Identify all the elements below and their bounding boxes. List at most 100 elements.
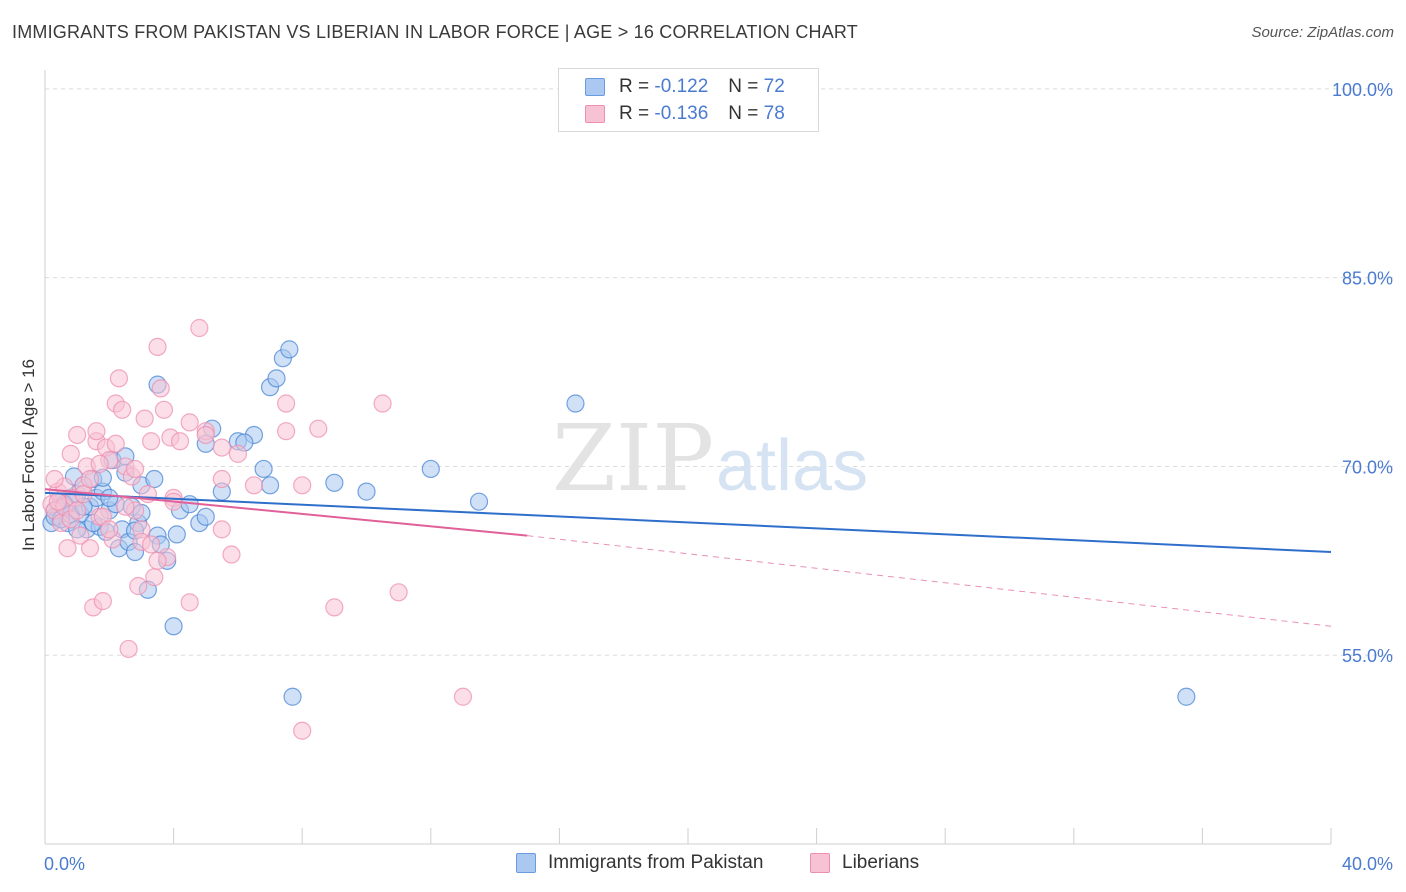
- trend-line: [44, 491, 1332, 554]
- data-point: [222, 545, 241, 564]
- data-point: [170, 432, 190, 451]
- series-legend: Immigrants from Pakistan Liberians: [0, 852, 1406, 878]
- data-point: [100, 488, 119, 508]
- legend-label-pakistan: Immigrants from Pakistan: [548, 852, 764, 873]
- gridlines: [45, 88, 1393, 656]
- data-point: [267, 369, 286, 388]
- data-point: [167, 525, 186, 544]
- data-point: [325, 473, 344, 492]
- data-point: [100, 520, 119, 539]
- data-point: [106, 434, 125, 453]
- data-point: [119, 639, 138, 659]
- data-point: [135, 409, 154, 428]
- data-point: [293, 721, 312, 740]
- data-point: [68, 501, 87, 520]
- correlation-legend: R = -0.122 N = 72 R = -0.136 N = 78: [558, 68, 819, 132]
- legend-label-liberians: Liberians: [842, 852, 920, 873]
- data-point: [421, 459, 440, 479]
- data-point: [196, 507, 215, 526]
- legend-n-value-pakistan: 72: [763, 76, 785, 97]
- data-point: [293, 476, 312, 495]
- data-point: [283, 687, 302, 706]
- data-point: [212, 438, 231, 457]
- data-point: [80, 539, 100, 558]
- legend-r-label: R =: [619, 103, 650, 124]
- data-point: [116, 497, 135, 516]
- legend-item-pakistan[interactable]: Immigrants from Pakistan: [516, 852, 763, 874]
- data-point: [68, 425, 87, 445]
- data-point: [180, 413, 199, 432]
- data-point: [141, 535, 161, 554]
- data-points: [42, 318, 1196, 740]
- data-point: [80, 469, 100, 489]
- legend-item-liberians[interactable]: Liberians: [810, 852, 919, 874]
- y-tick-label: 70.0%: [1342, 457, 1393, 477]
- data-point: [61, 444, 80, 463]
- trend-line-extension: [527, 535, 1332, 627]
- data-point: [280, 340, 299, 359]
- data-point: [254, 459, 273, 479]
- data-point: [389, 583, 408, 602]
- source-label: Source: ZipAtlas.com: [1251, 24, 1394, 41]
- legend-swatch-pakistan: [585, 78, 605, 96]
- y-tick-labels: 55.0% 70.0% 85.0% 100.0%: [1332, 80, 1393, 666]
- data-point: [277, 422, 296, 441]
- data-point: [212, 469, 231, 489]
- y-axis-title: In Labor Force | Age > 16: [19, 359, 38, 551]
- data-point: [196, 425, 215, 445]
- data-point: [1177, 687, 1196, 706]
- data-point: [190, 318, 209, 338]
- legend-r-value-liberians: -0.136: [654, 103, 709, 124]
- legend-swatch-liberians: [810, 853, 830, 873]
- legend-swatch-liberians: [585, 105, 605, 123]
- data-point: [148, 551, 167, 570]
- data-point: [145, 469, 164, 489]
- legend-n-label: N =: [728, 103, 759, 124]
- y-tick-label: 55.0%: [1342, 646, 1393, 666]
- axes: [44, 70, 1332, 845]
- trend-lines: [44, 488, 1332, 627]
- watermark-atlas: atlas: [716, 426, 868, 506]
- data-point: [260, 476, 280, 495]
- data-point: [109, 369, 129, 388]
- data-point: [141, 432, 161, 451]
- data-point: [71, 526, 90, 545]
- data-point: [113, 400, 132, 419]
- data-point: [154, 400, 174, 419]
- chart-title: IMMIGRANTS FROM PAKISTAN VS LIBERIAN IN …: [12, 22, 858, 42]
- data-point: [45, 469, 64, 489]
- data-point: [244, 476, 264, 495]
- legend-row-pakistan: R = -0.122 N = 72: [585, 75, 785, 99]
- data-point: [90, 454, 109, 474]
- legend-r-value-pakistan: -0.122: [654, 76, 709, 97]
- data-point: [277, 394, 296, 413]
- data-point: [164, 617, 183, 636]
- watermark-zip: ZIP: [552, 405, 714, 512]
- x-tick-label: 0.0%: [44, 854, 85, 874]
- legend-swatch-pakistan: [516, 853, 536, 873]
- data-point: [151, 379, 170, 398]
- data-point: [309, 419, 328, 438]
- data-point: [325, 598, 344, 617]
- y-tick-label: 100.0%: [1332, 80, 1393, 100]
- data-point: [566, 394, 585, 413]
- legend-r-label: R =: [619, 76, 650, 97]
- data-point: [180, 593, 199, 612]
- x-tick-label: 40.0%: [1342, 854, 1393, 874]
- data-point: [58, 539, 77, 558]
- data-point: [129, 576, 148, 596]
- data-point: [469, 492, 489, 511]
- data-point: [87, 422, 106, 441]
- data-point: [228, 444, 247, 463]
- x-tick-labels: 0.0% 40.0%: [44, 854, 1393, 874]
- data-point: [125, 459, 145, 479]
- data-point: [373, 394, 392, 413]
- data-point: [148, 337, 167, 356]
- y-tick-label: 85.0%: [1342, 269, 1393, 289]
- legend-n-label: N =: [728, 76, 759, 97]
- trend-line: [44, 488, 528, 537]
- data-point: [93, 592, 112, 611]
- data-point: [357, 482, 376, 501]
- data-point: [453, 687, 473, 706]
